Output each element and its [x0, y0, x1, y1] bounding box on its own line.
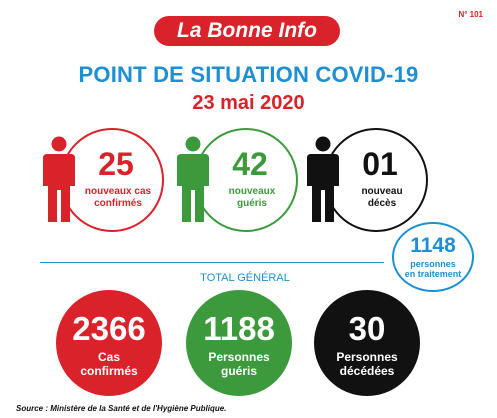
daily-stat-cases: 25 nouveaux cas confirmés: [40, 128, 180, 234]
total-label-line1: Cas: [97, 350, 120, 364]
stat-label-line2: confirmés: [94, 198, 142, 209]
total-recovered-circle: 1188 Personnes guéris: [186, 290, 292, 396]
total-label-line2: confirmés: [80, 364, 138, 378]
treatment-label-line1: personnes: [410, 259, 456, 269]
total-cases-circle: 2366 Cas confirmés: [56, 290, 162, 396]
daily-stat-recovered: 42 nouveaux guéris: [174, 128, 314, 234]
brand-banner: La Bonne Info: [154, 16, 340, 46]
divider: [40, 262, 384, 263]
total-label-line2: guéris: [220, 364, 257, 378]
stat-label-line1: nouveau: [361, 186, 403, 197]
stat-label-line1: nouveaux cas: [84, 186, 152, 197]
treatment-label-line2: en traitement: [404, 269, 462, 279]
stat-number: 42: [232, 146, 268, 182]
stat-label-line2: décès: [367, 198, 397, 209]
total-number: 2366: [72, 310, 146, 347]
total-label-line2: décédées: [339, 364, 395, 378]
person-icon: [177, 136, 209, 222]
person-icon: [43, 136, 75, 222]
person-icon: [307, 136, 339, 222]
total-deaths-circle: 30 Personnes décédées: [314, 290, 420, 396]
report-date: 23 mai 2020: [192, 92, 305, 114]
stat-number: 01: [362, 146, 398, 182]
total-number: 1188: [203, 310, 275, 347]
page-title: POINT DE SITUATION COVID-19: [78, 62, 419, 87]
daily-stat-deaths: 01 nouveau décès: [304, 128, 444, 234]
issue-number: N° 101: [458, 10, 483, 19]
stat-label-line2: guéris: [236, 198, 267, 209]
total-label-line1: Personnes: [336, 350, 398, 364]
total-label: TOTAL GÉNÉRAL: [200, 272, 290, 284]
stat-number: 25: [98, 146, 134, 182]
stat-label-line1: nouveaux: [228, 186, 276, 197]
total-number: 30: [348, 310, 386, 347]
source-note: Source : Ministère de la Santé et de l'H…: [16, 404, 227, 413]
treatment-bubble: 1148 personnes en traitement: [392, 222, 474, 292]
total-label-line1: Personnes: [208, 350, 270, 364]
treatment-number: 1148: [410, 234, 456, 257]
